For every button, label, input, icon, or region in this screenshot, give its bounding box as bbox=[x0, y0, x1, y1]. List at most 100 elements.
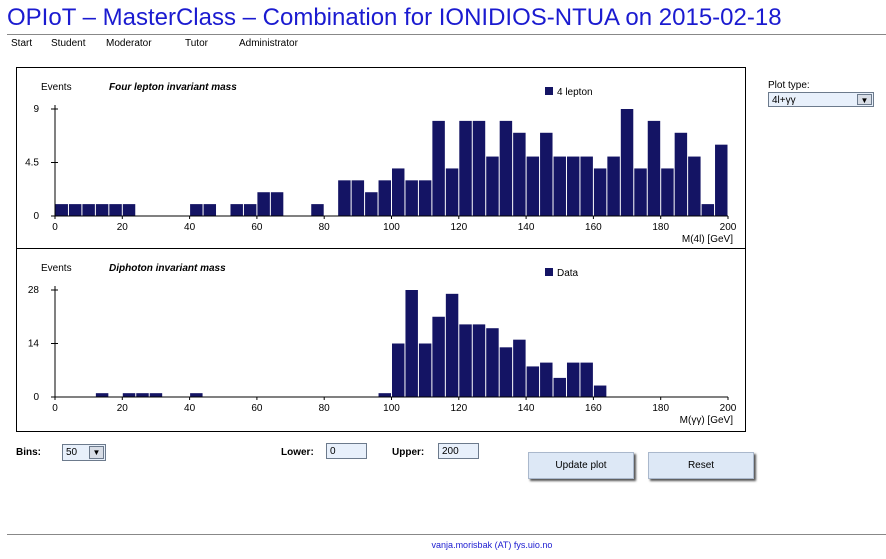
chart1-x-tick-label: 180 bbox=[652, 403, 669, 414]
nav-tutor[interactable]: Tutor bbox=[185, 38, 208, 49]
chart0-bar bbox=[270, 192, 284, 216]
chart1-bar bbox=[122, 393, 136, 397]
plot-type-select[interactable]: 4l+γγ ▼ bbox=[768, 92, 874, 107]
reset-button[interactable]: Reset bbox=[648, 452, 754, 479]
chart1-bar bbox=[526, 366, 540, 397]
chart0-bar bbox=[230, 204, 243, 216]
chart0-bar bbox=[607, 156, 620, 216]
chart1-x-tick-label: 140 bbox=[518, 403, 535, 414]
chart1-bar bbox=[392, 343, 405, 397]
chart0-bar bbox=[311, 204, 324, 216]
chart1-y-tick-label: 0 bbox=[33, 392, 39, 403]
lower-input[interactable] bbox=[326, 443, 367, 459]
chart0-bar bbox=[445, 168, 459, 216]
chart0-bar bbox=[109, 204, 122, 216]
chart1-y-tick-label: 14 bbox=[28, 339, 40, 350]
chart0-x-tick-label: 20 bbox=[117, 222, 129, 233]
chart1-x-tick-label: 120 bbox=[450, 403, 467, 414]
chart1-bar bbox=[459, 324, 472, 397]
chart1-bar bbox=[540, 362, 553, 397]
chart0-x-tick-label: 200 bbox=[720, 222, 737, 233]
chart0-x-tick-label: 140 bbox=[518, 222, 535, 233]
chart1-x-tick-label: 200 bbox=[720, 403, 737, 414]
chart0-bar bbox=[95, 204, 109, 216]
chart1-bar bbox=[593, 385, 607, 397]
chart0-x-tick-label: 100 bbox=[383, 222, 400, 233]
chart1-x-tick-label: 80 bbox=[319, 403, 331, 414]
bins-label: Bins: bbox=[16, 447, 41, 458]
header-divider bbox=[7, 34, 886, 35]
chart0-x-axis-label: M(4l) [GeV] bbox=[682, 234, 733, 245]
chart0-bar bbox=[526, 156, 540, 216]
chart0-bar bbox=[566, 156, 580, 216]
chart0-bar bbox=[432, 120, 445, 216]
bins-select[interactable]: 50 ▼ bbox=[62, 444, 106, 461]
chart1-bar bbox=[190, 393, 203, 397]
chevron-down-icon: ▼ bbox=[89, 446, 104, 459]
chart0-x-tick-label: 160 bbox=[585, 222, 602, 233]
chart0-bar bbox=[365, 192, 378, 216]
chart1-bar bbox=[432, 316, 445, 397]
nav-administrator[interactable]: Administrator bbox=[239, 38, 298, 49]
diphoton-chart-panel: 0 14 28 0 20 40 60 80 100 120 140 160 180 200 Events Di… bbox=[16, 248, 746, 432]
chart0-legend-swatch bbox=[545, 87, 553, 95]
chart1-x-tick-label: 0 bbox=[52, 403, 58, 414]
chart0-bar bbox=[82, 204, 95, 216]
nav-start[interactable]: Start bbox=[11, 38, 33, 49]
footer-contact[interactable]: vanja.morisbak (AT) fys.uio.no bbox=[431, 540, 553, 550]
chart0-bar bbox=[459, 120, 472, 216]
chart0-bar bbox=[257, 192, 270, 216]
chart1-bar bbox=[136, 393, 149, 397]
chart0-x-tick-label: 40 bbox=[184, 222, 196, 233]
chart0-bar bbox=[190, 204, 203, 216]
chart0-chart-title: Four lepton invariant mass bbox=[109, 82, 237, 93]
chart1-bar bbox=[418, 343, 432, 397]
plot-type-label: Plot type: bbox=[768, 80, 810, 91]
chart1-bar bbox=[580, 362, 593, 397]
chart0-bar bbox=[620, 109, 634, 216]
update-plot-button[interactable]: Update plot bbox=[528, 452, 634, 479]
lower-label: Lower: bbox=[281, 447, 314, 458]
chart0-bar bbox=[647, 120, 661, 216]
chart0-y-axis-label: Events bbox=[41, 82, 72, 93]
chart1-bar bbox=[553, 377, 566, 397]
chart0-bar bbox=[701, 204, 715, 216]
chart0-x-tick-label: 120 bbox=[450, 222, 467, 233]
chart0-x-tick-label: 80 bbox=[319, 222, 331, 233]
chart1-y-axis-label: Events bbox=[41, 263, 72, 274]
chart0-bar bbox=[472, 120, 486, 216]
chart0-bar bbox=[392, 168, 405, 216]
chart0-legend-label: 4 lepton bbox=[557, 87, 593, 98]
chart0-bar bbox=[351, 180, 365, 216]
chart1-bar bbox=[566, 362, 580, 397]
chart1-x-tick-label: 100 bbox=[383, 403, 400, 414]
chart0-x-tick-label: 180 bbox=[652, 222, 669, 233]
chart1-bar bbox=[405, 290, 418, 397]
chart0-y-tick-label: 9 bbox=[33, 104, 39, 115]
chart0-bar bbox=[540, 132, 553, 216]
chart0-bar bbox=[378, 180, 391, 216]
chart1-chart-title: Diphoton invariant mass bbox=[109, 263, 226, 274]
chart0-bar bbox=[593, 168, 607, 216]
chart0-bar bbox=[674, 132, 688, 216]
chart0-y-tick-label: 4.5 bbox=[25, 158, 39, 169]
chart1-x-tick-label: 160 bbox=[585, 403, 602, 414]
chart1-legend-swatch bbox=[545, 268, 553, 276]
chart0-bar bbox=[418, 180, 432, 216]
chart1-bar bbox=[95, 393, 109, 397]
chart0-x-tick-label: 60 bbox=[251, 222, 263, 233]
chart0-bar bbox=[486, 156, 499, 216]
four-lepton-chart-panel: 0 4.5 9 0 20 40 60 80 100 120 140 160 180 200 Events Fo… bbox=[16, 67, 746, 250]
chart1-bar bbox=[149, 393, 163, 397]
footer-divider bbox=[7, 534, 886, 535]
chart0-bar bbox=[688, 156, 701, 216]
nav-student[interactable]: Student bbox=[51, 38, 86, 49]
chart1-x-tick-label: 60 bbox=[251, 403, 263, 414]
chart1-x-axis-label: M(γγ) [GeV] bbox=[680, 415, 734, 426]
upper-input[interactable] bbox=[438, 443, 479, 459]
nav-moderator[interactable]: Moderator bbox=[106, 38, 152, 49]
chart1-legend-label: Data bbox=[557, 268, 579, 279]
chart1-bar bbox=[445, 293, 459, 397]
chart1-y-tick-label: 28 bbox=[28, 285, 40, 296]
chevron-down-icon: ▼ bbox=[857, 94, 872, 105]
